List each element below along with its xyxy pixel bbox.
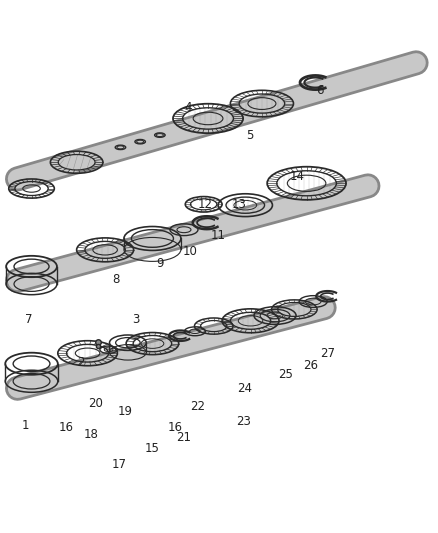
- Text: 16: 16: [168, 421, 183, 434]
- Text: 8: 8: [113, 273, 120, 286]
- Text: 7: 7: [25, 313, 32, 326]
- Text: 18: 18: [84, 428, 99, 441]
- Text: 21: 21: [177, 431, 191, 444]
- Text: 9: 9: [156, 257, 164, 270]
- Text: 20: 20: [88, 397, 103, 410]
- Text: 10: 10: [183, 245, 198, 258]
- Text: 26: 26: [304, 359, 318, 372]
- Text: 14: 14: [290, 170, 304, 183]
- Text: 24: 24: [237, 382, 252, 395]
- Text: 19: 19: [117, 405, 132, 417]
- Text: 17: 17: [112, 458, 127, 471]
- Text: 6: 6: [316, 84, 324, 97]
- Text: 2: 2: [77, 357, 85, 369]
- Text: 1: 1: [21, 418, 29, 432]
- Text: 5: 5: [246, 128, 253, 142]
- Text: 27: 27: [320, 347, 335, 360]
- Text: 11: 11: [211, 229, 226, 243]
- Text: 4: 4: [184, 101, 192, 115]
- Text: 25: 25: [278, 368, 293, 381]
- Text: 12: 12: [198, 198, 212, 211]
- Text: 16: 16: [59, 421, 74, 434]
- Text: 13: 13: [231, 198, 246, 211]
- Text: 22: 22: [191, 400, 205, 413]
- Text: 15: 15: [145, 442, 160, 455]
- Text: 3: 3: [132, 312, 139, 326]
- Text: 23: 23: [236, 415, 251, 428]
